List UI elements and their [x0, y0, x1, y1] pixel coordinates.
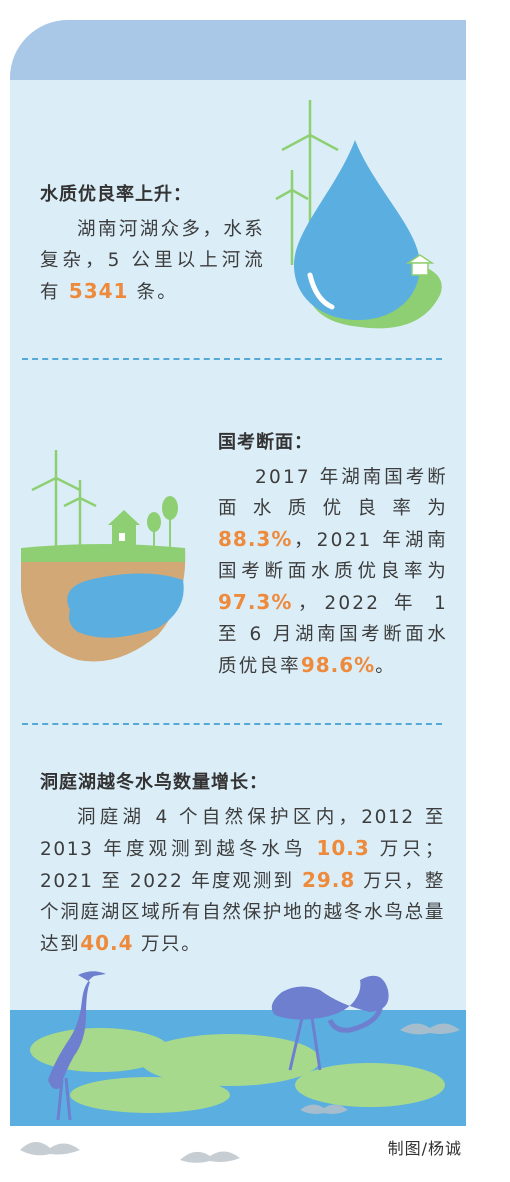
lake-illustration — [21, 450, 186, 662]
section1-text: 湖南河湖众多，水系复杂，5 公里以上河流有 5341 条。 — [40, 214, 265, 308]
rate-2021-value: 97.3% — [218, 590, 293, 614]
section3-text: 洞庭湖 4 个自然保护区内，2012 至 2013 年度观测到越冬水鸟 10.3… — [40, 802, 445, 960]
section2-text-b: ，2021 年湖南国考断面水质优良率为 — [218, 530, 448, 582]
section2-text: 2017 年湖南国考断面水质优良率为 88.3%，2021 年湖南国考断面水质优… — [218, 462, 448, 682]
section2-text-d: 。 — [375, 656, 396, 677]
birds-total-value: 40.4 — [80, 931, 134, 955]
section2-heading: 国考断面： — [218, 432, 313, 453]
house-icon — [405, 254, 435, 276]
grass-patch — [295, 1063, 445, 1107]
section3-text-a: 洞庭湖 4 个自然保护区内，2012 至 2013 年度观测到越冬水鸟 — [40, 807, 445, 860]
wind-turbine-icon — [31, 450, 97, 550]
wind-turbine-icon — [275, 100, 339, 265]
lake-shape — [67, 573, 184, 638]
section-water-quality: 水质优良率上升： 湖南河湖众多，水系复杂，5 公里以上河流有 5341 条。 — [40, 180, 265, 308]
house-icon — [108, 510, 140, 547]
section3-text-b: 万只；2021 至 2022 年度观测到 — [40, 839, 446, 892]
section1-text-b: 条。 — [128, 282, 178, 303]
section3-text-d: 万只。 — [133, 934, 202, 955]
flying-bird-icon — [20, 1023, 460, 1163]
credit-text: 制图/杨诚 — [387, 1139, 462, 1158]
section-waterbirds: 洞庭湖越冬水鸟数量增长： 洞庭湖 4 个自然保护区内，2012 至 2013 年… — [40, 768, 445, 960]
rate-2017-value: 88.3% — [218, 527, 293, 551]
river-count-value: 5341 — [68, 279, 129, 303]
section3-text-c: 万只，整个洞庭湖区域所有自然保护地的越冬水鸟总量达到 — [40, 871, 445, 955]
section2-text-c: ，2022 年 1 至 6 月湖南国考断面水质优良率 — [218, 593, 448, 677]
birds-2022-value: 29.8 — [301, 868, 356, 892]
section3-heading: 洞庭湖越冬水鸟数量增长： — [40, 772, 268, 793]
grass-patch — [140, 1034, 320, 1086]
water-drop-illustration — [275, 100, 442, 329]
flamingo-icon — [271, 975, 389, 1071]
section1-heading: 水质优良率上升： — [40, 184, 192, 205]
wetland-illustration — [10, 971, 466, 1163]
grass-patch — [70, 1077, 230, 1113]
birds-2013-value: 10.3 — [316, 836, 370, 860]
rate-2022-value: 98.6% — [300, 653, 376, 677]
water-drop-icon — [294, 140, 420, 320]
panel-header-band — [10, 20, 466, 80]
dashed-divider — [22, 723, 442, 725]
tree-icon — [147, 496, 178, 548]
section1-text-a: 湖南河湖众多，水系复杂，5 公里以上河流有 — [40, 219, 265, 303]
section-national-sections: 国考断面： 2017 年湖南国考断面水质优良率为 88.3%，2021 年湖南国… — [218, 428, 448, 682]
heron-icon — [48, 971, 106, 1121]
section2-text-a: 2017 年湖南国考断面水质优良率为 — [218, 467, 448, 519]
dashed-divider — [22, 358, 442, 360]
